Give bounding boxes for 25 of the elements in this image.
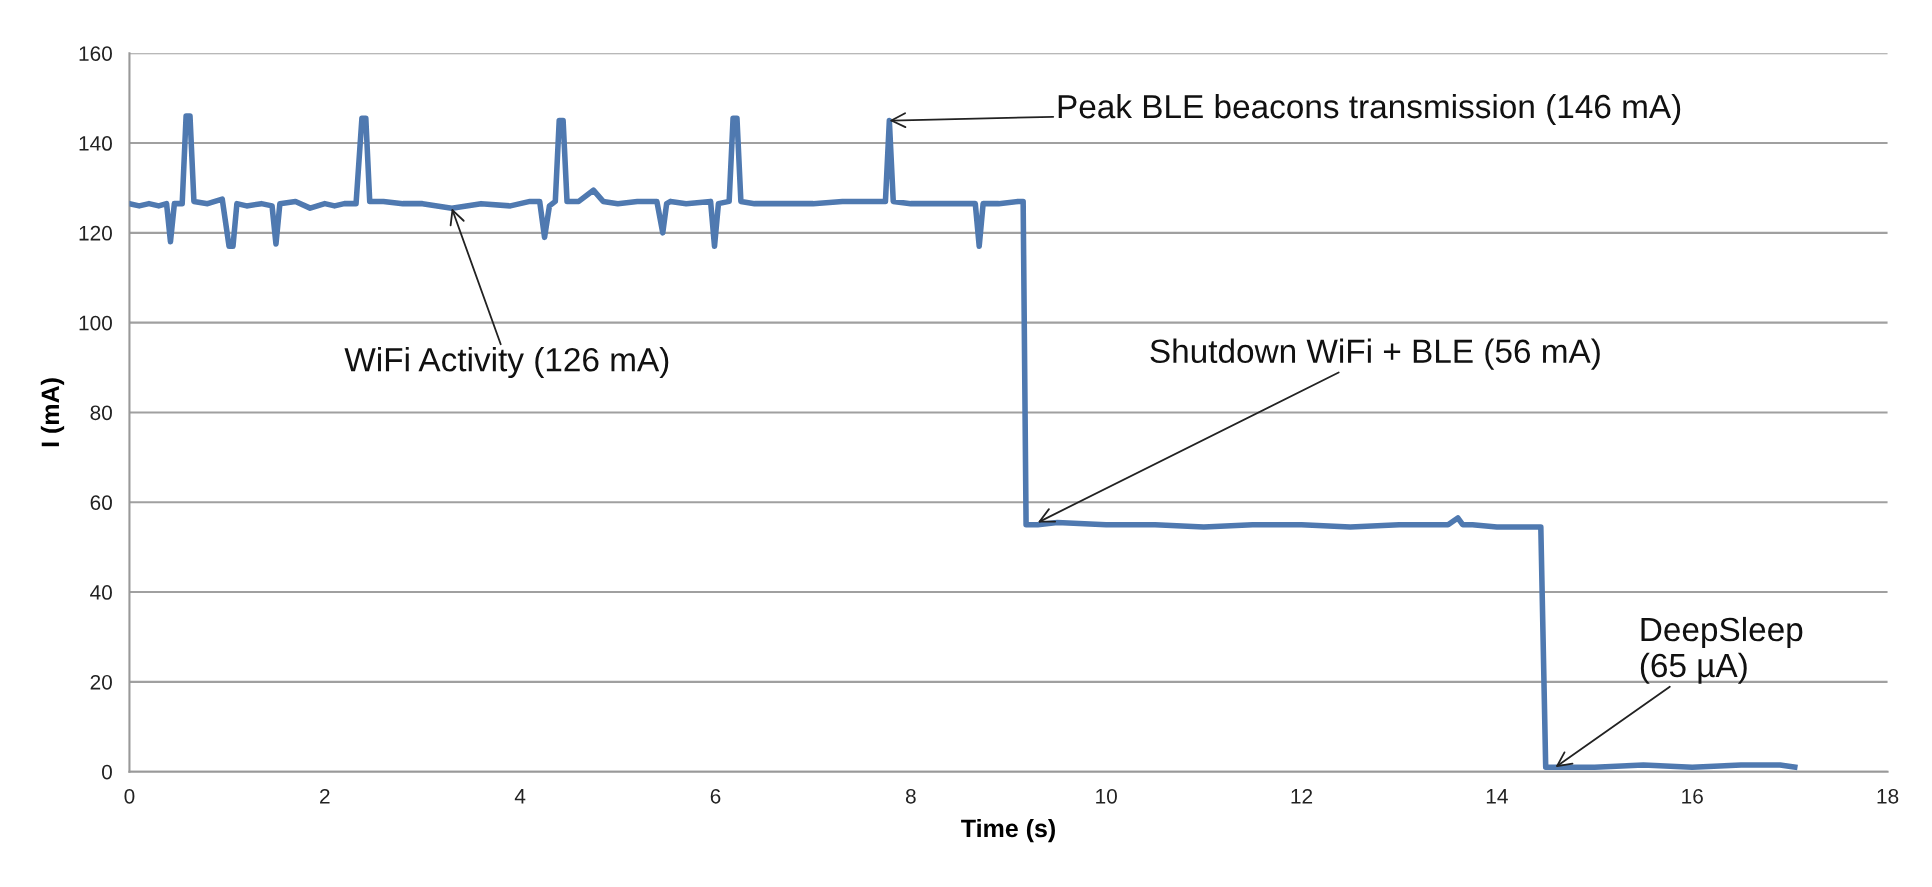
y-axis-title: I (mA) xyxy=(40,378,65,447)
annotation: Peak BLE beacons transmission (146 mA) xyxy=(1058,93,1681,125)
y-tick-label: 100 xyxy=(79,315,112,331)
x-tick-label: 2 xyxy=(320,788,330,804)
x-tick-label: 18 xyxy=(1877,788,1899,804)
x-tick-label: 6 xyxy=(710,788,721,804)
annotation: DeepSleep (65 µA) xyxy=(1640,616,1803,684)
x-tick-label: 16 xyxy=(1682,788,1703,804)
x-tick-label: 10 xyxy=(1096,788,1117,804)
y-tick-label: 20 xyxy=(90,674,112,690)
y-tick-label: 60 xyxy=(90,495,112,511)
x-tick-label: 12 xyxy=(1291,788,1313,804)
annotation: Shutdown WiFi + BLE (56 mA) xyxy=(1150,338,1600,370)
x-tick-label: 0 xyxy=(124,788,135,804)
x-axis-title: Time (s) xyxy=(961,818,1055,843)
y-tick-label: 160 xyxy=(79,46,112,61)
y-tick-label: 40 xyxy=(90,585,112,600)
annotation: WiFi Activity (126 mA) xyxy=(344,347,669,379)
x-tick-label: 4 xyxy=(514,789,526,804)
y-tick-label: 0 xyxy=(102,764,112,780)
x-tick-label: 8 xyxy=(905,788,916,804)
y-tick-label: 80 xyxy=(90,405,112,421)
y-tick-label: 140 xyxy=(79,136,112,151)
x-tick-label: 14 xyxy=(1486,789,1508,804)
y-tick-label: 120 xyxy=(79,225,112,241)
